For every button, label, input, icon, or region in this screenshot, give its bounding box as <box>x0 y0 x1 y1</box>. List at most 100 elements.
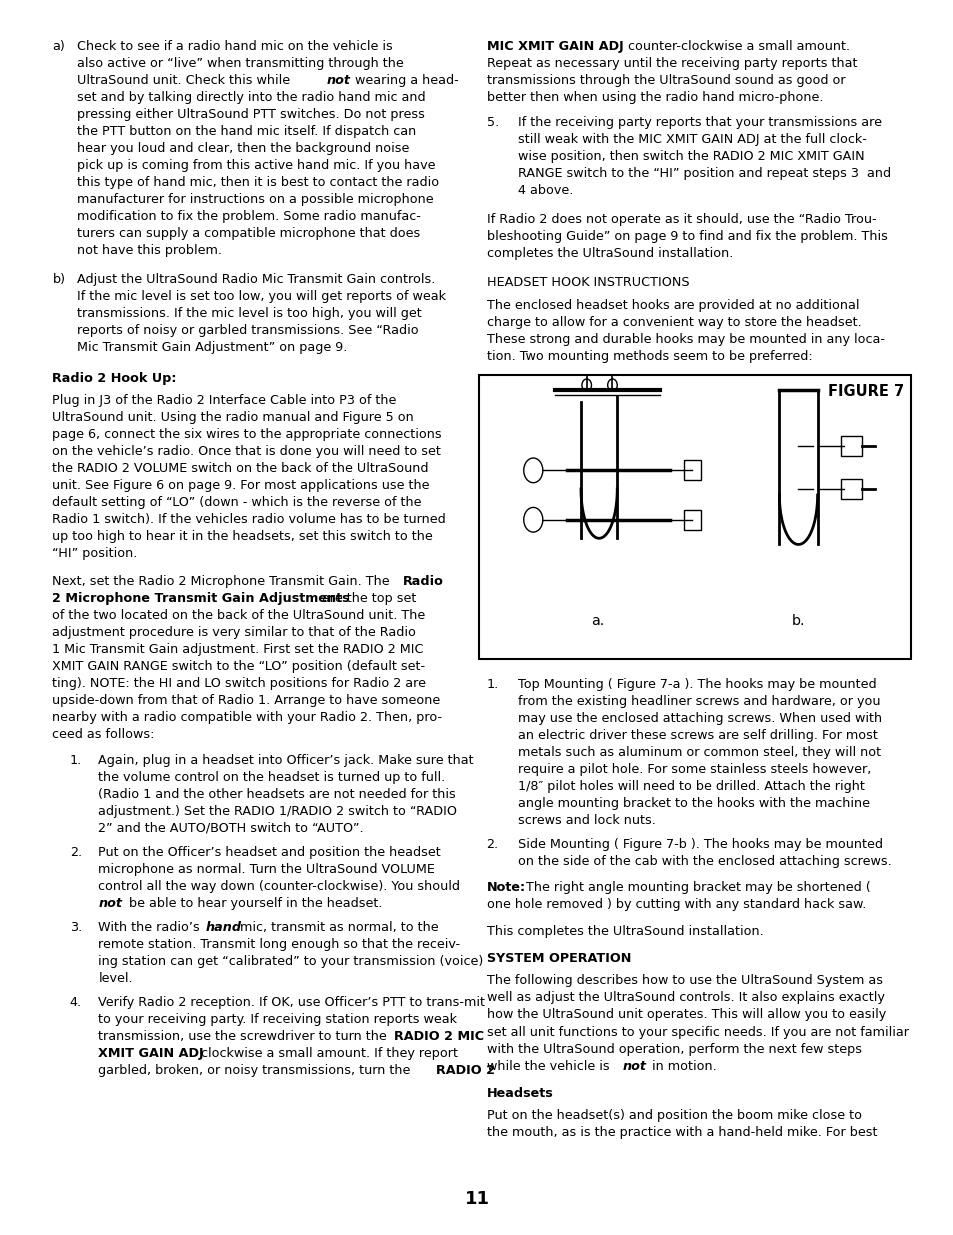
Text: “HI” position.: “HI” position. <box>52 547 137 561</box>
Text: 2.: 2. <box>70 846 82 858</box>
Text: an electric driver these screws are self drilling. For most: an electric driver these screws are self… <box>517 729 877 742</box>
Text: with the UltraSound operation, perform the next few steps: with the UltraSound operation, perform t… <box>486 1042 861 1056</box>
Bar <box>683 461 700 480</box>
Text: metals such as aluminum or common steel, they will not: metals such as aluminum or common steel,… <box>517 746 881 760</box>
Text: These strong and durable hooks may be mounted in any loca-: These strong and durable hooks may be mo… <box>486 332 883 346</box>
Text: remote station. Transmit long enough so that the receiv-: remote station. Transmit long enough so … <box>98 937 460 951</box>
Text: one hole removed ) by cutting with any standard hack saw.: one hole removed ) by cutting with any s… <box>486 898 865 910</box>
Text: UltraSound unit. Using the radio manual and Figure 5 on: UltraSound unit. Using the radio manual … <box>52 411 414 424</box>
Text: 3.: 3. <box>70 920 82 934</box>
Text: wearing a head-: wearing a head- <box>351 74 458 86</box>
Text: be able to hear yourself in the headset.: be able to hear yourself in the headset. <box>125 897 382 910</box>
Text: the RADIO 2 VOLUME switch on the back of the UltraSound: the RADIO 2 VOLUME switch on the back of… <box>52 462 429 475</box>
Text: this type of hand mic, then it is best to contact the radio: this type of hand mic, then it is best t… <box>77 175 439 189</box>
Text: charge to allow for a convenient way to store the headset.: charge to allow for a convenient way to … <box>486 316 861 329</box>
Text: are the top set: are the top set <box>317 592 416 605</box>
Text: tion. Two mounting methods seem to be preferred:: tion. Two mounting methods seem to be pr… <box>486 350 811 363</box>
Text: on the side of the cab with the enclosed attaching screws.: on the side of the cab with the enclosed… <box>517 855 891 868</box>
Text: modification to fix the problem. Some radio manufac-: modification to fix the problem. Some ra… <box>77 210 420 224</box>
Text: Side Mounting ( Figure 7-b ). The hooks may be mounted: Side Mounting ( Figure 7-b ). The hooks … <box>517 839 882 851</box>
Text: Headsets: Headsets <box>486 1087 553 1100</box>
Text: transmissions through the UltraSound sound as good or: transmissions through the UltraSound sou… <box>486 74 844 86</box>
Text: 1.: 1. <box>486 678 498 690</box>
Text: FIGURE 7: FIGURE 7 <box>827 384 903 399</box>
Text: Note:: Note: <box>486 881 525 894</box>
Text: still weak with the MIC XMIT GAIN ADJ at the full clock-: still weak with the MIC XMIT GAIN ADJ at… <box>517 133 866 146</box>
Text: 4 above.: 4 above. <box>517 184 573 198</box>
Text: in motion.: in motion. <box>647 1060 716 1073</box>
Text: MIC XMIT GAIN ADJ: MIC XMIT GAIN ADJ <box>486 40 622 53</box>
Text: counter-clockwise a small amount.: counter-clockwise a small amount. <box>623 40 849 53</box>
Text: SYSTEM OPERATION: SYSTEM OPERATION <box>486 952 630 966</box>
Text: mic, transmit as normal, to the: mic, transmit as normal, to the <box>235 920 437 934</box>
Text: reports of noisy or garbled transmissions. See “Radio: reports of noisy or garbled transmission… <box>77 324 418 337</box>
Text: Verify Radio 2 reception. If OK, use Officer’s PTT to trans-mit: Verify Radio 2 reception. If OK, use Off… <box>98 995 485 1009</box>
Text: (Radio 1 and the other headsets are not needed for this: (Radio 1 and the other headsets are not … <box>98 788 456 800</box>
Text: angle mounting bracket to the hooks with the machine: angle mounting bracket to the hooks with… <box>517 797 869 810</box>
Text: level.: level. <box>98 972 132 984</box>
Text: 1/8″ pilot holes will need to be drilled. Attach the right: 1/8″ pilot holes will need to be drilled… <box>517 781 864 793</box>
Text: not: not <box>98 897 122 910</box>
Text: adjustment.) Set the RADIO 1/RADIO 2 switch to “RADIO: adjustment.) Set the RADIO 1/RADIO 2 swi… <box>98 805 456 818</box>
Text: page 6, connect the six wires to the appropriate connections: page 6, connect the six wires to the app… <box>52 429 441 441</box>
Text: UltraSound unit. Check this while: UltraSound unit. Check this while <box>77 74 294 86</box>
Text: The enclosed headset hooks are provided at no additional: The enclosed headset hooks are provided … <box>486 299 858 311</box>
Text: hear you loud and clear, then the background noise: hear you loud and clear, then the backgr… <box>77 142 409 154</box>
Text: With the radio’s: With the radio’s <box>98 920 204 934</box>
Text: RANGE switch to the “HI” position and repeat steps 3  and: RANGE switch to the “HI” position and re… <box>517 168 890 180</box>
Text: Adjust the UltraSound Radio Mic Transmit Gain controls.: Adjust the UltraSound Radio Mic Transmit… <box>77 273 436 287</box>
Text: Radio 2 Hook Up:: Radio 2 Hook Up: <box>52 372 177 385</box>
Text: If Radio 2 does not operate as it should, use the “Radio Trou-: If Radio 2 does not operate as it should… <box>486 214 875 226</box>
Text: Repeat as necessary until the receiving party reports that: Repeat as necessary until the receiving … <box>486 57 856 69</box>
Text: screws and lock nuts.: screws and lock nuts. <box>517 814 656 827</box>
Text: control all the way down (counter-clockwise). You should: control all the way down (counter-clockw… <box>98 879 459 893</box>
Text: transmissions. If the mic level is too high, you will get: transmissions. If the mic level is too h… <box>77 308 421 320</box>
Text: ing station can get “calibrated” to your transmission (voice): ing station can get “calibrated” to your… <box>98 955 483 968</box>
Text: how the UltraSound unit operates. This will allow you to easily: how the UltraSound unit operates. This w… <box>486 1009 885 1021</box>
Text: a): a) <box>52 40 65 53</box>
Text: Radio 1 switch). If the vehicles radio volume has to be turned: Radio 1 switch). If the vehicles radio v… <box>52 514 446 526</box>
Bar <box>683 510 700 530</box>
Text: RADIO 2: RADIO 2 <box>436 1063 495 1077</box>
Text: transmission, use the screwdriver to turn the: transmission, use the screwdriver to tur… <box>98 1030 391 1042</box>
Text: ceed as follows:: ceed as follows: <box>52 729 154 741</box>
Text: 2 Microphone Transmit Gain Adjustments: 2 Microphone Transmit Gain Adjustments <box>52 592 350 605</box>
Text: garbled, broken, or noisy transmissions, turn the: garbled, broken, or noisy transmissions,… <box>98 1063 415 1077</box>
Text: Put on the headset(s) and position the boom mike close to: Put on the headset(s) and position the b… <box>486 1109 861 1123</box>
Text: 2” and the AUTO/BOTH switch to “AUTO”.: 2” and the AUTO/BOTH switch to “AUTO”. <box>98 821 363 835</box>
Bar <box>841 436 862 456</box>
Text: Check to see if a radio hand mic on the vehicle is: Check to see if a radio hand mic on the … <box>77 40 393 53</box>
Text: Top Mounting ( Figure 7-a ). The hooks may be mounted: Top Mounting ( Figure 7-a ). The hooks m… <box>517 678 876 690</box>
Text: Next, set the Radio 2 Microphone Transmit Gain. The: Next, set the Radio 2 Microphone Transmi… <box>52 574 394 588</box>
Text: well as adjust the UltraSound controls. It also explains exactly: well as adjust the UltraSound controls. … <box>486 992 883 1004</box>
Text: from the existing headliner screws and hardware, or you: from the existing headliner screws and h… <box>517 695 880 708</box>
Text: up too high to hear it in the headsets, set this switch to the: up too high to hear it in the headsets, … <box>52 530 433 543</box>
Text: not have this problem.: not have this problem. <box>77 245 222 257</box>
Text: b): b) <box>52 273 66 287</box>
Text: The following describes how to use the UltraSound System as: The following describes how to use the U… <box>486 974 882 988</box>
Text: Again, plug in a headset into Officer’s jack. Make sure that: Again, plug in a headset into Officer’s … <box>98 753 474 767</box>
Text: If the mic level is set too low, you will get reports of weak: If the mic level is set too low, you wil… <box>77 290 446 303</box>
Text: better then when using the radio hand micro-phone.: better then when using the radio hand mi… <box>486 90 822 104</box>
Text: completes the UltraSound installation.: completes the UltraSound installation. <box>486 247 732 261</box>
Text: require a pilot hole. For some stainless steels however,: require a pilot hole. For some stainless… <box>517 763 870 776</box>
Text: 2.: 2. <box>486 839 498 851</box>
Text: pressing either UltraSound PTT switches. Do not press: pressing either UltraSound PTT switches.… <box>77 107 425 121</box>
Text: adjustment procedure is very similar to that of the Radio: adjustment procedure is very similar to … <box>52 626 416 638</box>
Text: 5.: 5. <box>486 116 498 130</box>
Text: ting). NOTE: the HI and LO switch positions for Radio 2 are: ting). NOTE: the HI and LO switch positi… <box>52 677 426 690</box>
Text: clockwise a small amount. If they report: clockwise a small amount. If they report <box>197 1047 458 1060</box>
Text: a.: a. <box>591 615 604 629</box>
Text: upside-down from that of Radio 1. Arrange to have someone: upside-down from that of Radio 1. Arrang… <box>52 694 440 706</box>
Text: on the vehicle’s radio. Once that is done you will need to set: on the vehicle’s radio. Once that is don… <box>52 445 441 458</box>
Text: unit. See Figure 6 on page 9. For most applications use the: unit. See Figure 6 on page 9. For most a… <box>52 479 430 493</box>
Text: not: not <box>326 74 350 86</box>
Text: of the two located on the back of the UltraSound unit. The: of the two located on the back of the Ul… <box>52 609 425 621</box>
Text: If the receiving party reports that your transmissions are: If the receiving party reports that your… <box>517 116 882 130</box>
Text: not: not <box>622 1060 646 1073</box>
Text: Plug in J3 of the Radio 2 Interface Cable into P3 of the: Plug in J3 of the Radio 2 Interface Cabl… <box>52 394 396 408</box>
Text: the volume control on the headset is turned up to full.: the volume control on the headset is tur… <box>98 771 445 784</box>
Bar <box>841 479 862 499</box>
Text: the mouth, as is the practice with a hand-held mike. For best: the mouth, as is the practice with a han… <box>486 1126 876 1139</box>
Text: also active or “live” when transmitting through the: also active or “live” when transmitting … <box>77 57 404 69</box>
